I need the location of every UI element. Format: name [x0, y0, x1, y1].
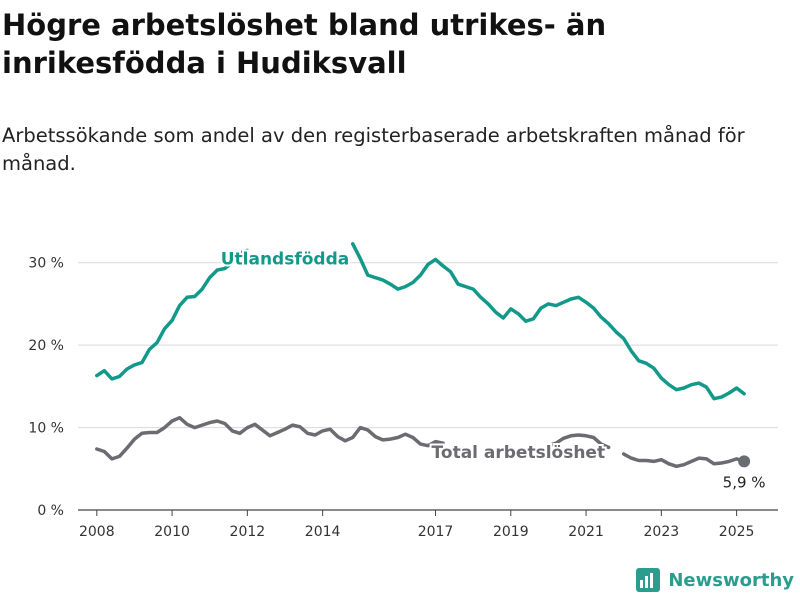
x-tick-label: 2017 — [418, 524, 454, 540]
total-arbetsloshet-line-segment-2 — [95, 415, 445, 461]
x-tick-label: 2010 — [154, 524, 190, 540]
series-labels: Utlandsfödda Total arbetslöshet 5,9 % — [219, 247, 766, 491]
end-point-label: 5,9 % — [723, 473, 766, 491]
line-chart: 0 % 10 % 20 % 30 % 2008 2010 2012 2014 2017 2019 2… — [28, 242, 778, 540]
y-tick-label: 10 % — [28, 421, 64, 437]
total-arbetsloshet-line-segment-4 — [621, 452, 746, 469]
bar-chart-logo-icon — [636, 568, 661, 592]
axes: 0 % 10 % 20 % 30 % 2008 2010 2012 2014 2017 2019 2… — [28, 256, 754, 540]
end-point-marker — [738, 455, 751, 468]
series-lines — [95, 242, 746, 469]
series-label: Utlandsfödda — [221, 249, 350, 269]
x-tick-label: 2021 — [568, 524, 604, 540]
x-tick-label: 2023 — [644, 524, 680, 540]
x-tick-label: 2014 — [305, 524, 341, 540]
y-tick-label: 30 % — [28, 256, 64, 272]
brand-name: Newsworthy — [668, 569, 794, 591]
series-label: Total arbetslöshet — [432, 443, 606, 463]
total-arbetsloshet-line-segment-3 — [546, 433, 611, 450]
x-tick-label: 2019 — [493, 524, 529, 540]
utlandsfodda-line-segment-0 — [95, 248, 250, 381]
y-tick-label: 20 % — [28, 338, 64, 354]
x-tick-label: 2008 — [79, 524, 115, 540]
x-tick-label: 2025 — [719, 524, 755, 540]
chart-subtitle: Arbetssökande som andel av den registerb… — [2, 124, 745, 175]
y-tick-label: 0 % — [37, 503, 64, 519]
newsworthy-logo: Newsworthy — [636, 568, 794, 592]
chart-title: Högre arbetslöshet bland utrikes- än inr… — [2, 8, 607, 80]
utlandsfodda-line-segment-1 — [350, 242, 746, 401]
x-tick-label: 2012 — [230, 524, 266, 540]
